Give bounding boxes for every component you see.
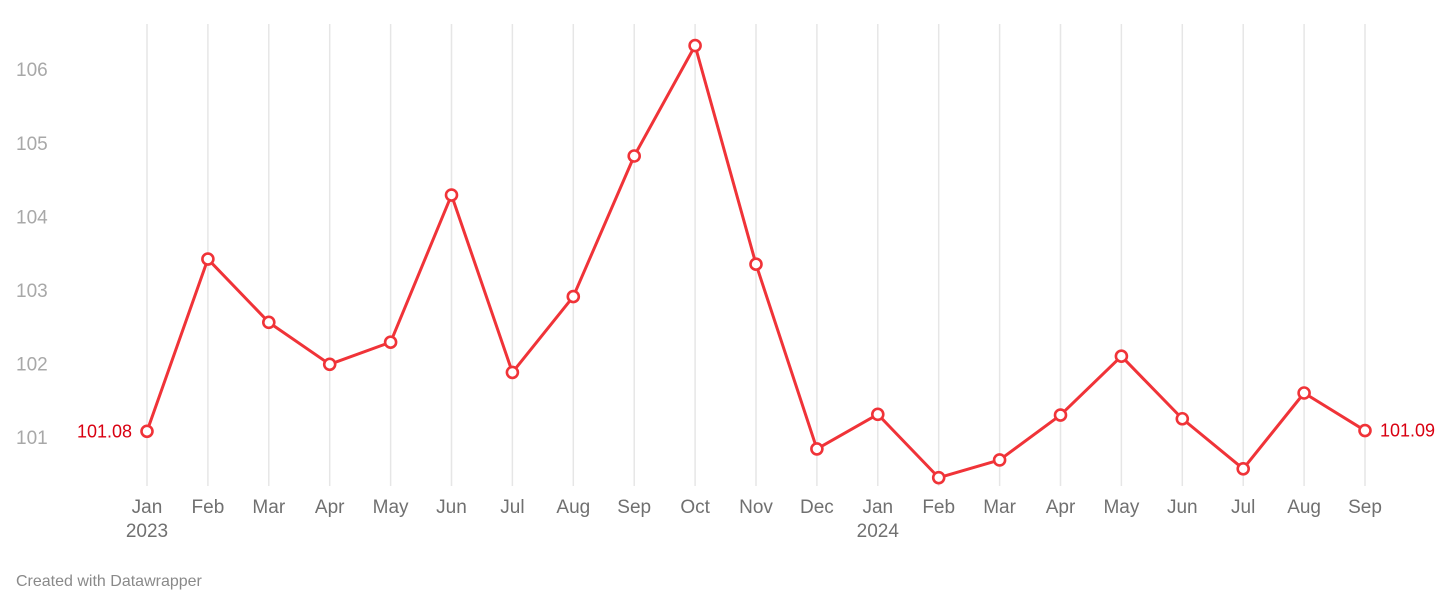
- data-point: [931, 470, 946, 485]
- x-tick-label: Nov: [739, 497, 773, 518]
- y-tick-label: 104: [16, 207, 48, 228]
- y-tick-label: 103: [16, 281, 48, 302]
- data-point: [1358, 423, 1372, 438]
- y-tick-label: 101: [16, 428, 48, 449]
- data-point: [870, 407, 885, 422]
- y-axis-tick-labels: 101 102 103 104 105 106: [16, 60, 48, 449]
- x-tick-label: May: [373, 497, 409, 518]
- data-point: [444, 188, 459, 202]
- data-point: [322, 357, 337, 372]
- data-point: [1053, 408, 1068, 422]
- x-tick-label: Jun: [1167, 497, 1198, 518]
- x-tick-label: Dec: [800, 497, 834, 518]
- x-tick-label: May: [1103, 497, 1139, 518]
- y-tick-label: 102: [16, 355, 48, 376]
- data-point: [566, 289, 581, 304]
- data-point: [688, 38, 702, 53]
- data-point: [992, 453, 1007, 467]
- data-point: [383, 335, 398, 350]
- data-point: [201, 252, 215, 266]
- x-tick-label: Sep: [1348, 497, 1382, 518]
- start-value-label: 101.08: [77, 421, 132, 441]
- x-tick-label: Apr: [1046, 497, 1076, 518]
- data-point: [1297, 386, 1311, 400]
- x-tick-label: Jan: [132, 497, 163, 518]
- footer-credit: Created with Datawrapper: [16, 573, 202, 590]
- data-point: [505, 365, 520, 380]
- x-tick-label: Sep: [617, 497, 651, 518]
- x-year-label: 2024: [857, 521, 900, 542]
- data-point: [1114, 349, 1129, 364]
- data-point: [140, 424, 154, 439]
- x-tick-label: Jun: [436, 497, 467, 518]
- x-tick-label: Oct: [680, 497, 710, 518]
- data-point: [627, 149, 642, 163]
- x-tick-label: Apr: [315, 497, 345, 518]
- x-tick-label: Aug: [1287, 497, 1321, 518]
- data-point: [810, 442, 824, 456]
- data-point: [1175, 411, 1190, 426]
- data-points: [140, 38, 1372, 485]
- x-tick-label: Jan: [862, 497, 893, 518]
- data-point: [1236, 462, 1250, 476]
- y-tick-label: 106: [16, 60, 48, 81]
- data-point: [261, 315, 276, 330]
- data-point: [749, 257, 763, 272]
- end-value-labels: 101.08 101.09: [77, 421, 1435, 442]
- x-tick-label: Feb: [922, 497, 955, 518]
- x-axis-tick-labels: Jan Feb Mar Apr May Jun Jul Aug Sep Oct Nov Dec Jan F…: [126, 497, 1382, 542]
- x-tick-label: Jul: [500, 497, 524, 518]
- y-tick-label: 105: [16, 134, 48, 155]
- x-tick-label: Mar: [252, 497, 285, 518]
- x-tick-label: Mar: [983, 497, 1016, 518]
- x-tick-label: Jul: [1231, 497, 1255, 518]
- end-value-label: 101.09: [1380, 421, 1435, 441]
- x-tick-label: Feb: [192, 497, 225, 518]
- x-tick-label: Aug: [556, 497, 590, 518]
- x-year-label: 2023: [126, 521, 168, 542]
